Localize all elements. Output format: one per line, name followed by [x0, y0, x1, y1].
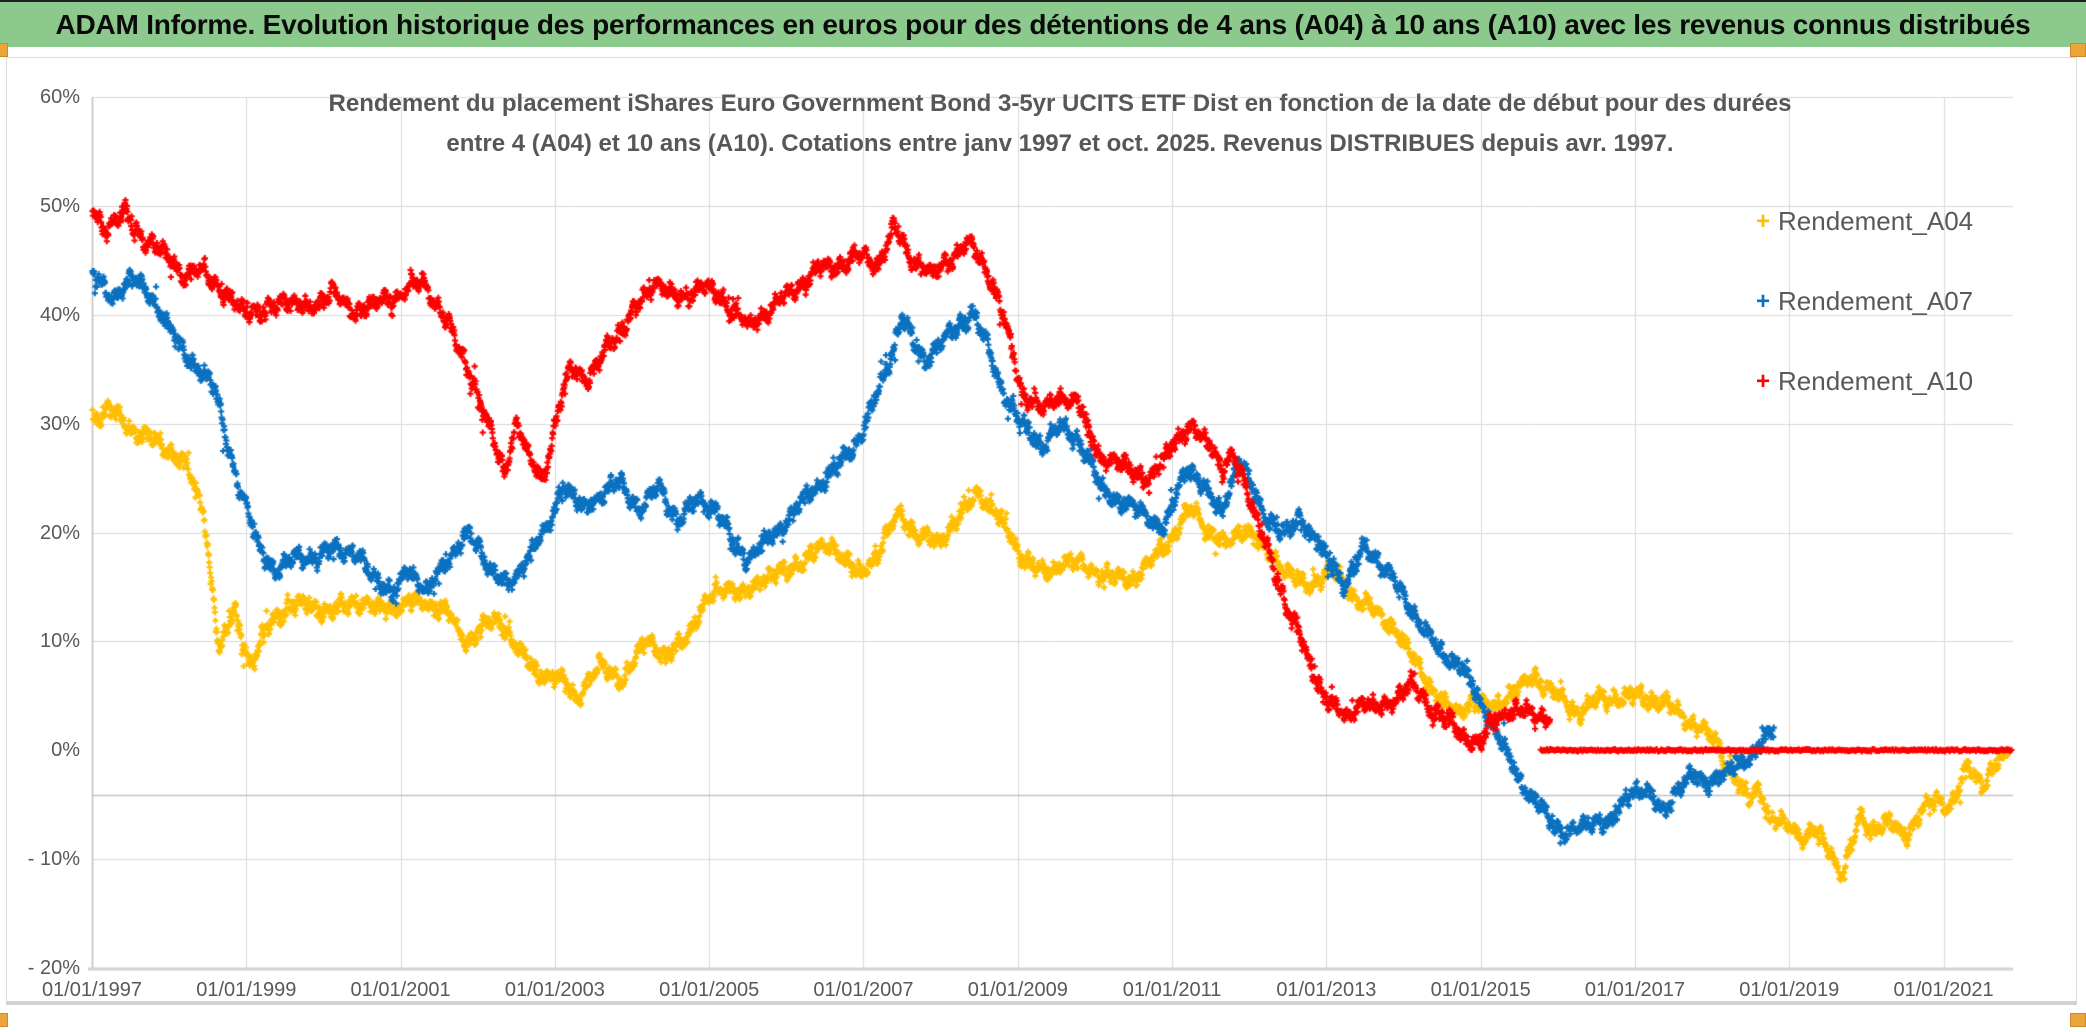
y-tick-label: 30%	[39, 412, 80, 435]
x-tick-label: 01/01/2013	[1276, 979, 1377, 1001]
legend-item-rendement_a07[interactable]: + Rendement_A07	[1748, 286, 1973, 317]
selection-handle-top-right[interactable]	[2070, 43, 2086, 57]
legend-label: Rendement_A07	[1778, 286, 1974, 316]
x-tick-label: 01/01/1997	[41, 979, 143, 1001]
selection-handle-top-left[interactable]	[0, 43, 8, 57]
y-tick-label: 20%	[39, 521, 80, 544]
legend-plus-marker-icon: +	[1755, 367, 1770, 395]
x-tick-label: 01/01/2007	[813, 979, 914, 1001]
x-tick-label: 01/01/2015	[1430, 979, 1531, 1001]
x-tick-label: 01/01/2011	[1122, 979, 1222, 1001]
legend-label: Rendement_A04	[1778, 206, 1974, 236]
x-tick-label: 01/01/2021	[1893, 979, 1994, 1001]
legend-plus-marker-icon: +	[1755, 287, 1770, 315]
selection-handle-bottom-right[interactable]	[2070, 1013, 2086, 1027]
legend-label: Rendement_A10	[1778, 366, 1974, 396]
x-tick-label: 01/01/2001	[350, 979, 451, 1001]
legend-plus-marker-icon: +	[1755, 207, 1770, 235]
y-tick-label: 40%	[39, 303, 80, 326]
chart-title: Rendement du placement iShares Euro Gove…	[290, 84, 1830, 164]
x-tick-label: 01/01/2017	[1584, 979, 1686, 1001]
y-tick-label: - 10%	[27, 848, 80, 871]
x-tick-label: 01/01/1999	[196, 979, 297, 1001]
selection-handle-bottom-left[interactable]	[0, 1013, 8, 1027]
y-tick-label: 10%	[39, 630, 80, 653]
y-tick-label: 0%	[51, 739, 80, 762]
x-tick-label: 01/01/2005	[659, 979, 760, 1001]
x-tick-label: 01/01/2003	[504, 979, 605, 1001]
x-tick-label: 01/01/2019	[1739, 979, 1840, 1001]
x-tick-label: 01/01/2009	[967, 979, 1068, 1001]
y-tick-label: 50%	[39, 194, 80, 217]
y-tick-label: - 20%	[27, 957, 80, 979]
legend-item-rendement_a04[interactable]: + Rendement_A04	[1748, 206, 1973, 237]
chart-title-line1: Rendement du placement iShares Euro Gove…	[328, 90, 1792, 117]
chart-title-line2: entre 4 (A04) et 10 ans (A10). Cotations…	[446, 130, 1674, 157]
y-tick-label: 60%	[39, 86, 80, 108]
legend-item-rendement_a10[interactable]: + Rendement_A10	[1748, 366, 1973, 397]
